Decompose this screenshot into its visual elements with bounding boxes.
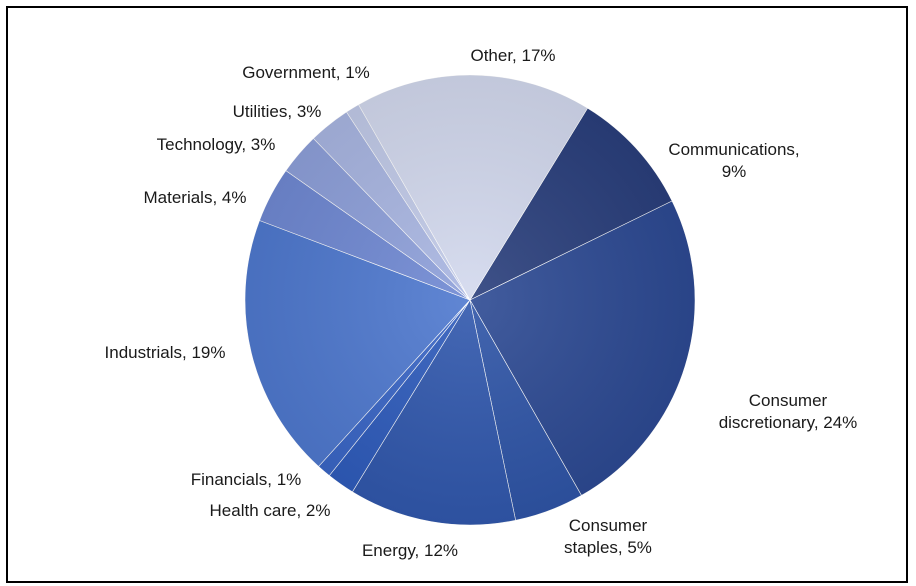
pie-labels: Communications, 9% Consumer discretionary, … [105, 46, 858, 560]
slice-label-energy: Energy, 12% [362, 541, 458, 560]
slice-label-line: Utilities, 3% [233, 102, 322, 121]
slice-label-line: Financials, 1% [191, 470, 302, 489]
slice-label-line: Technology, 3% [157, 135, 276, 154]
slice-label-financials: Financials, 1% [191, 470, 302, 489]
slice-label-health-care: Health care, 2% [210, 501, 331, 520]
slice-label-communications: Communications, 9% [668, 140, 799, 181]
slice-label-line: Health care, 2% [210, 501, 331, 520]
slice-label-line: Industrials, 19% [105, 343, 226, 362]
slice-label-line: Other, 17% [470, 46, 555, 65]
slice-label-technology: Technology, 3% [157, 135, 276, 154]
pie-shading [245, 75, 695, 525]
slice-label-government: Government, 1% [242, 63, 370, 82]
slice-label-line: staples, 5% [564, 538, 652, 557]
slice-label-consumer-discretionary: Consumer discretionary, 24% [719, 391, 858, 432]
slice-label-line: Government, 1% [242, 63, 370, 82]
slice-label-line: 9% [722, 162, 747, 181]
slice-label-other: Other, 17% [470, 46, 555, 65]
slice-label-line: discretionary, 24% [719, 413, 858, 432]
slice-label-utilities: Utilities, 3% [233, 102, 322, 121]
slice-label-line: Energy, 12% [362, 541, 458, 560]
slice-label-line: Consumer [749, 391, 828, 410]
slice-label-line: Consumer [569, 516, 648, 535]
slice-label-industrials: Industrials, 19% [105, 343, 226, 362]
slice-label-consumer-staples: Consumer staples, 5% [564, 516, 652, 557]
pie-slices [244, 74, 696, 526]
slice-label-line: Materials, 4% [144, 188, 247, 207]
slice-label-line: Communications, [668, 140, 799, 159]
slice-label-materials: Materials, 4% [144, 188, 247, 207]
